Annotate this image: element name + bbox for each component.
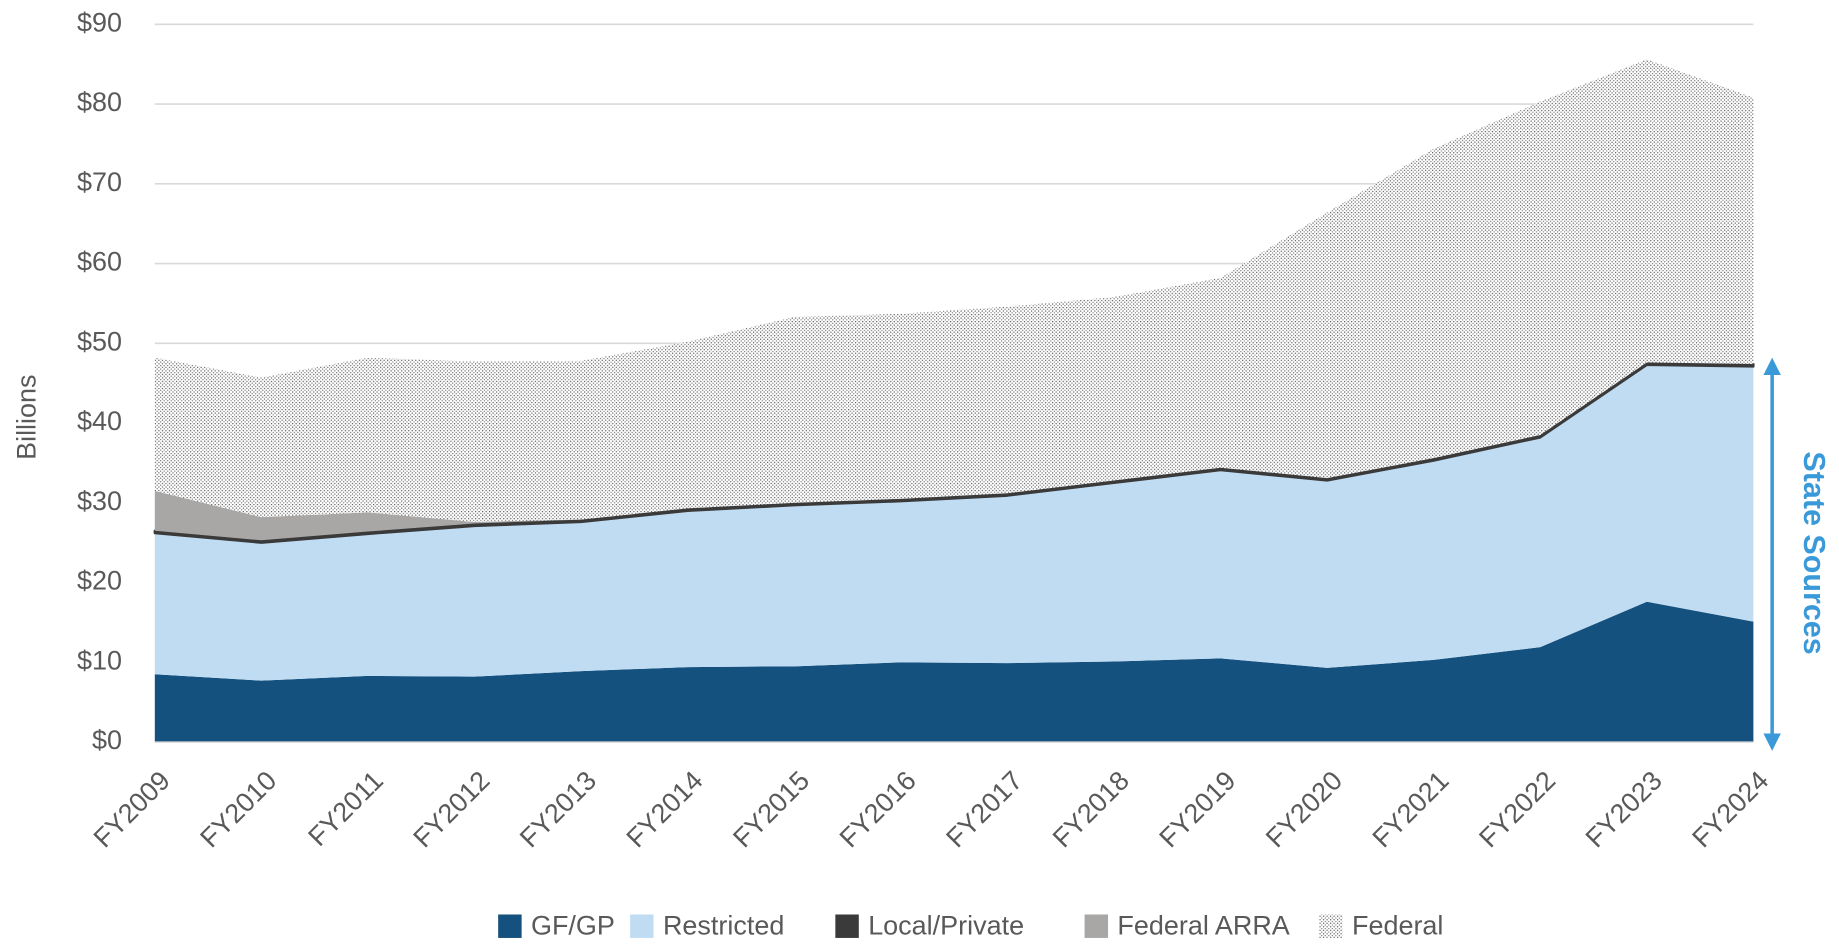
x-tick-label: FY2023 xyxy=(1580,765,1668,853)
legend-swatch xyxy=(1084,914,1109,938)
y-tick-label: $80 xyxy=(77,87,122,117)
legend-label: GF/GP xyxy=(531,911,615,941)
area xyxy=(154,362,1754,541)
x-tick-label: FY2011 xyxy=(302,765,389,852)
x-tick-label: FY2017 xyxy=(940,765,1028,853)
y-axis-label: Billions xyxy=(11,374,41,459)
x-tick-label: FY2016 xyxy=(834,765,922,853)
x-tick-label: FY2019 xyxy=(1154,765,1242,853)
y-tick-label: $50 xyxy=(77,326,122,356)
area xyxy=(154,601,1754,743)
x-tick-label: FY2018 xyxy=(1047,765,1135,853)
x-tick-label: FY2024 xyxy=(1686,765,1774,853)
legend-swatch xyxy=(1319,914,1343,938)
area xyxy=(154,364,1754,681)
x-tick-label: FY2010 xyxy=(194,765,282,853)
y-tick-label: $0 xyxy=(92,725,122,755)
y-tick-label: $70 xyxy=(77,167,122,197)
x-tick-label: FY2021 xyxy=(1367,765,1455,853)
legend-swatch xyxy=(498,914,522,938)
legend-label: Local/Private xyxy=(868,911,1024,941)
legend-label: Federal ARRA xyxy=(1117,911,1289,941)
legend-swatch xyxy=(630,914,654,938)
x-tick-label: FY2015 xyxy=(727,765,815,853)
legend-label: Federal xyxy=(1352,911,1443,941)
legend-label: Restricted xyxy=(663,911,784,941)
x-tick-label: FY2020 xyxy=(1260,765,1348,853)
area xyxy=(154,59,1754,522)
y-tick-label: $60 xyxy=(77,247,122,277)
x-tick-label: FY2009 xyxy=(88,765,176,853)
y-tick-label: $30 xyxy=(77,486,122,516)
y-tick-label: $10 xyxy=(77,645,122,675)
x-tick-label: FY2014 xyxy=(621,765,709,853)
x-tick-label: FY2022 xyxy=(1473,765,1561,853)
legend-swatch xyxy=(835,914,859,938)
y-tick-label: $90 xyxy=(77,7,122,37)
x-tick-label: FY2012 xyxy=(408,765,496,853)
y-tick-label: $40 xyxy=(77,406,122,436)
x-tick-label: FY2013 xyxy=(514,765,602,853)
annotation: State Sources xyxy=(1797,451,1831,654)
y-tick-label: $20 xyxy=(77,566,122,596)
